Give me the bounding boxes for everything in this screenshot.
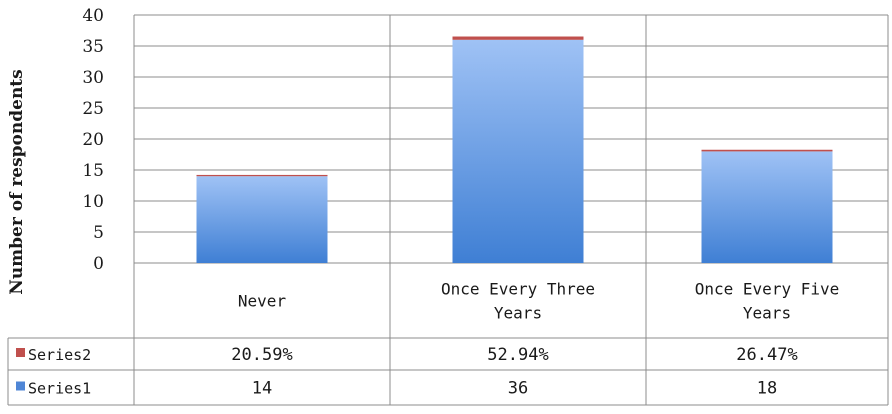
data-cell: 52.94% — [487, 345, 548, 365]
bar-series2 — [196, 174, 328, 177]
data-cell: 20.59% — [231, 345, 292, 365]
data-cell: 18 — [757, 379, 777, 399]
y-tick-label: 30 — [82, 68, 104, 88]
y-tick-label: 35 — [82, 37, 104, 57]
category-label: Once Every Five — [695, 280, 840, 299]
bar-series1 — [196, 176, 328, 263]
category-label: Never — [238, 292, 287, 311]
bar-series2 — [452, 36, 584, 40]
legend-label: Series2 — [28, 346, 91, 364]
legend-key — [16, 381, 25, 391]
data-cell: 26.47% — [736, 345, 797, 365]
category-label: Years — [743, 304, 791, 323]
legend-key — [16, 348, 25, 357]
bar-series2 — [701, 149, 833, 152]
category-label: Once Every Three — [441, 280, 595, 299]
y-tick-label: 15 — [82, 161, 104, 181]
category-label: Years — [494, 304, 542, 323]
bar-series1 — [701, 151, 833, 263]
y-tick-label: 25 — [82, 99, 104, 119]
y-tick-label: 20 — [82, 130, 104, 150]
y-axis-label: Number of respondents — [7, 69, 27, 294]
data-table: Never Once Every Three Years Once Every Fiv… — [7, 14, 889, 406]
y-tick-label: 5 — [93, 223, 104, 243]
legend-label: Series1 — [28, 380, 91, 398]
bar-series1 — [452, 39, 584, 263]
y-tick-label: 10 — [82, 192, 104, 212]
data-cell: 36 — [508, 379, 528, 399]
bars — [196, 36, 833, 263]
y-tick-label: 0 — [93, 254, 104, 274]
y-axis-ticks: 0 5 10 15 20 25 30 35 40 — [82, 6, 104, 274]
data-cell: 14 — [252, 379, 272, 399]
y-tick-label: 40 — [82, 6, 104, 26]
